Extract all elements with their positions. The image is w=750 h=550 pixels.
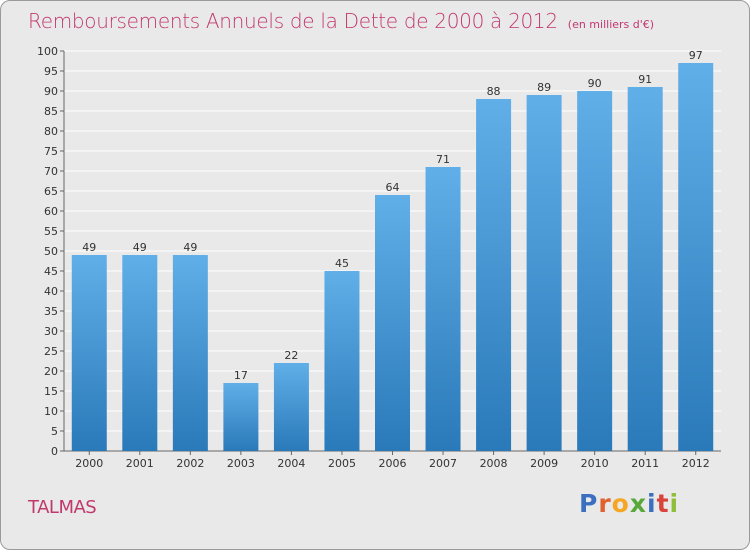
bar <box>172 255 208 451</box>
x-tick-label: 2001 <box>126 457 154 470</box>
y-tick-label: 65 <box>44 185 58 198</box>
x-tick-label: 2004 <box>277 457 305 470</box>
bar-value-label: 89 <box>537 81 551 94</box>
x-tick-label: 2007 <box>429 457 457 470</box>
bar <box>577 91 613 451</box>
y-tick-label: 70 <box>44 165 58 178</box>
y-tick-label: 95 <box>44 65 58 78</box>
bar-value-label: 97 <box>689 49 703 62</box>
y-tick-label: 45 <box>44 265 58 278</box>
bar <box>627 87 663 451</box>
y-tick-label: 75 <box>44 145 58 158</box>
bar <box>476 99 512 451</box>
x-tick-label: 2002 <box>176 457 204 470</box>
logo-letter: i <box>669 489 680 518</box>
y-tick-label: 35 <box>44 305 58 318</box>
bar-value-label: 88 <box>487 85 501 98</box>
chart-title-text: Remboursements Annuels de la Dette de 20… <box>28 9 558 33</box>
bar-value-label: 49 <box>82 241 96 254</box>
y-tick-label: 10 <box>44 405 58 418</box>
bar-value-label: 49 <box>183 241 197 254</box>
logo-letter: P <box>579 489 599 518</box>
x-tick-label: 2008 <box>480 457 508 470</box>
bar-value-label: 17 <box>234 369 248 382</box>
bar <box>678 63 714 451</box>
y-tick-label: 15 <box>44 385 58 398</box>
logo-letter: r <box>598 489 612 518</box>
bar <box>425 167 461 451</box>
logo-letter: x <box>629 489 647 518</box>
x-tick-label: 2006 <box>379 457 407 470</box>
bar-value-label: 71 <box>436 153 450 166</box>
chart-title: Remboursements Annuels de la Dette de 20… <box>28 9 654 33</box>
y-tick-label: 80 <box>44 125 58 138</box>
bar <box>71 255 107 451</box>
bar-value-label: 22 <box>284 349 298 362</box>
bar <box>526 95 562 451</box>
y-tick-label: 40 <box>44 285 58 298</box>
y-tick-label: 55 <box>44 225 58 238</box>
y-tick-label: 30 <box>44 325 58 338</box>
y-tick-label: 25 <box>44 345 58 358</box>
y-tick-label: 85 <box>44 105 58 118</box>
bar <box>324 271 360 451</box>
x-tick-label: 2000 <box>75 457 103 470</box>
bar-value-label: 45 <box>335 257 349 270</box>
y-tick-label: 5 <box>51 425 58 438</box>
y-tick-label: 50 <box>44 245 58 258</box>
x-tick-label: 2010 <box>581 457 609 470</box>
y-tick-label: 0 <box>51 445 58 458</box>
bar <box>375 195 410 451</box>
bar-value-label: 91 <box>638 73 652 86</box>
x-tick-label: 2003 <box>227 457 255 470</box>
x-tick-label: 2012 <box>682 457 710 470</box>
bar <box>122 255 158 451</box>
bar <box>223 383 259 451</box>
y-tick-label: 100 <box>37 45 58 58</box>
logo-letter: o <box>611 489 630 518</box>
bar-value-label: 49 <box>133 241 147 254</box>
bar <box>273 363 309 451</box>
logo-letter: i <box>647 489 657 518</box>
commune-name: TALMAS <box>28 497 97 518</box>
chart-unit-note: (en milliers d'€) <box>567 18 655 31</box>
x-tick-label: 2011 <box>631 457 659 470</box>
x-tick-label: 2005 <box>328 457 356 470</box>
y-tick-label: 60 <box>44 205 58 218</box>
proxiti-logo: Proxiti <box>579 489 679 518</box>
logo-letter: t <box>656 489 670 518</box>
y-tick-label: 90 <box>44 85 58 98</box>
bar-value-label: 90 <box>588 77 602 90</box>
y-tick-label: 20 <box>44 365 58 378</box>
bar-value-label: 64 <box>386 181 400 194</box>
x-tick-label: 2009 <box>530 457 558 470</box>
